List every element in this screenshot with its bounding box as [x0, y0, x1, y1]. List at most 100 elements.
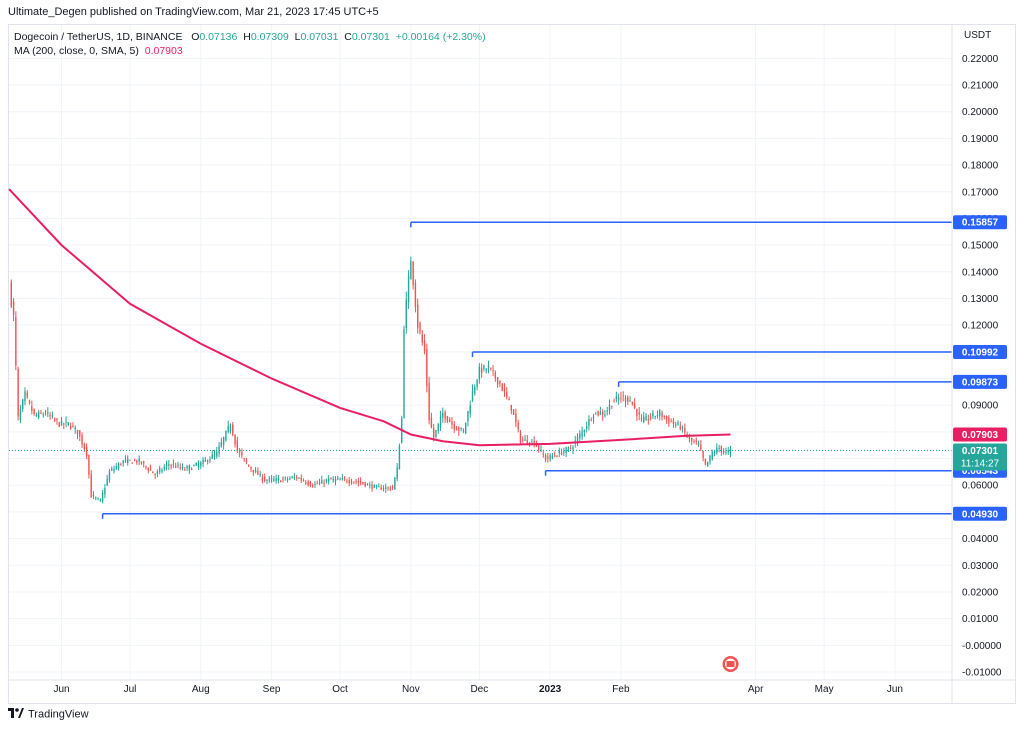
candle-body — [44, 413, 47, 415]
candle-body — [581, 431, 583, 437]
candle-body — [24, 391, 26, 402]
x-tick-label: Oct — [332, 684, 348, 695]
candle-body — [615, 396, 618, 400]
candle-body — [412, 261, 414, 285]
open-value: 0.07136 — [199, 31, 238, 43]
candle-body — [106, 478, 108, 486]
candle-body — [556, 456, 558, 458]
candle-body — [373, 484, 376, 488]
ma-label: MA (200, close, 0, SMA, 5) — [14, 45, 139, 57]
candle-body — [293, 477, 296, 479]
y-tick-label: 0.14000 — [962, 267, 999, 278]
tradingview-logo-icon[interactable] — [8, 708, 24, 721]
chart-frame[interactable] — [8, 24, 1016, 704]
ma-line[interactable] — [8, 188, 731, 447]
y-tick-label: 0.17000 — [962, 187, 999, 198]
candle-body — [261, 477, 264, 481]
candle-body — [649, 417, 652, 419]
candle-body — [209, 459, 211, 461]
candle-body — [222, 437, 225, 445]
candle-body — [483, 365, 485, 369]
candle-body — [314, 483, 316, 485]
candle-body — [446, 416, 449, 422]
level-badge[interactable] — [953, 506, 1007, 521]
candles — [10, 256, 732, 504]
candle-body — [547, 456, 549, 459]
candle-body — [323, 482, 325, 484]
ma-row[interactable]: MA (200, close, 0, SMA, 5) 0.07903 — [14, 44, 486, 58]
y-tick-label: 0.13000 — [962, 294, 999, 305]
event-flag-icon-core — [726, 661, 735, 667]
candle-body — [652, 412, 654, 417]
candle-body — [284, 477, 286, 479]
candle-body — [417, 304, 419, 328]
symbol-label[interactable]: Dogecoin / TetherUS, 1D, BINANCE — [14, 31, 183, 43]
y-tick-label: 0.02000 — [962, 587, 999, 598]
candle-body — [426, 349, 428, 387]
candle-body — [40, 412, 42, 414]
level-badge[interactable] — [953, 215, 1007, 230]
candle-body — [243, 458, 245, 460]
candle-body — [533, 440, 535, 446]
candle-body — [369, 484, 371, 486]
moving-average — [8, 188, 731, 447]
candle-body — [695, 440, 697, 443]
candle-body — [257, 470, 259, 475]
candle-body — [565, 447, 567, 453]
candle-body — [711, 452, 713, 460]
candle-body — [387, 487, 389, 489]
candle-body — [585, 426, 588, 429]
candle-body — [464, 422, 467, 434]
candle-body — [268, 478, 270, 480]
candle-body — [394, 477, 396, 490]
candle-body — [245, 460, 248, 463]
candle-body — [423, 340, 426, 352]
y-tick-label: 0.19000 — [962, 134, 999, 145]
candle-body — [725, 452, 727, 454]
candle-body — [645, 415, 647, 421]
candle-body — [218, 446, 220, 454]
candle-body — [337, 478, 339, 480]
candle-body — [193, 465, 195, 467]
candle-body — [325, 479, 328, 482]
candle-body — [506, 392, 508, 398]
footer: TradingView — [8, 708, 89, 721]
candle-body — [499, 381, 501, 384]
candle-body — [604, 414, 606, 416]
ma-badge[interactable] — [953, 427, 1007, 442]
y-tick-label: -0.00000 — [962, 641, 1002, 652]
x-tick-label: May — [815, 684, 834, 695]
candle-body — [69, 426, 72, 429]
candle-body — [718, 447, 720, 449]
candle-body — [631, 401, 634, 405]
candle-body — [469, 404, 471, 414]
candle-body — [190, 469, 193, 471]
footer-brand[interactable]: TradingView — [28, 708, 89, 721]
x-tick-label: Dec — [470, 684, 488, 695]
level-badge[interactable] — [953, 374, 1007, 389]
candle-body — [419, 322, 421, 333]
candle-body — [334, 478, 337, 482]
candle-body — [572, 447, 574, 450]
candle-body — [99, 499, 102, 501]
candle-body — [234, 434, 236, 445]
candle-body — [704, 458, 707, 465]
candle-body — [670, 421, 672, 423]
candle-body — [460, 428, 462, 430]
candle-body — [560, 452, 563, 455]
candle-body — [702, 451, 704, 459]
last-price-badge[interactable] — [953, 443, 1007, 471]
candle-body — [627, 397, 629, 402]
candle-body — [629, 400, 631, 402]
level-badge[interactable] — [953, 345, 1007, 360]
candle-body — [421, 334, 423, 343]
level-badge-label: 0.04930 — [962, 509, 999, 520]
candle-body — [232, 424, 234, 436]
level-badge-label: 0.06543 — [962, 466, 999, 477]
low-value: 0.07031 — [300, 31, 339, 43]
y-tick-label: 0.09000 — [962, 401, 999, 412]
candle-body — [332, 478, 334, 480]
candle-body — [622, 395, 624, 397]
candle-body — [179, 467, 181, 469]
